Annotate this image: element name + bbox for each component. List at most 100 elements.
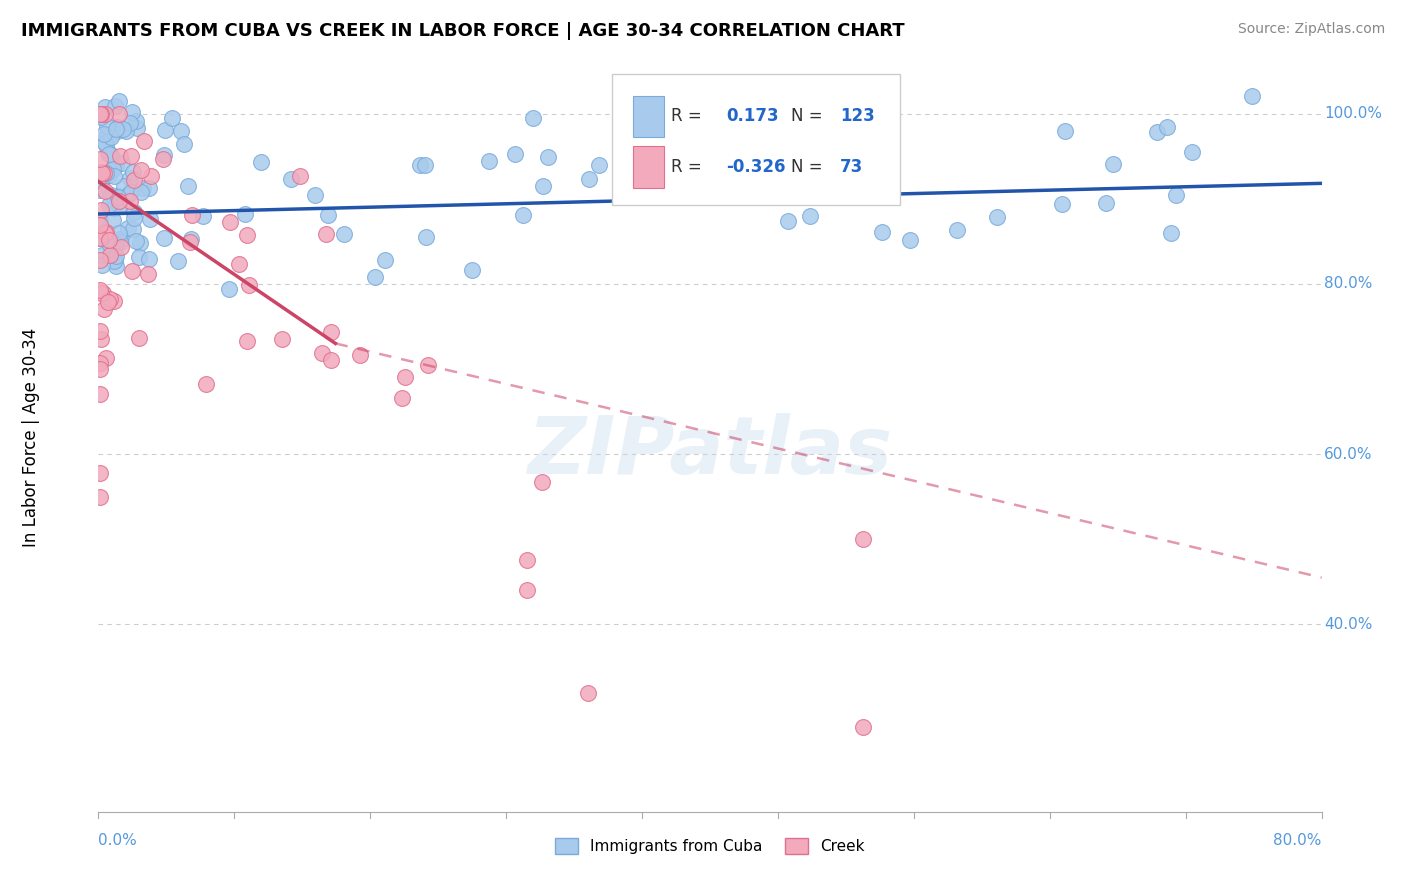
Point — [173, 137, 195, 152]
Point — [97, 168, 120, 182]
Point — [103, 293, 125, 308]
Point — [125, 121, 148, 136]
Point — [193, 209, 215, 223]
Point — [89, 218, 111, 232]
Point — [120, 194, 142, 209]
Legend: Immigrants from Cuba, Creek: Immigrants from Cuba, Creek — [548, 832, 872, 860]
Text: R =: R = — [671, 107, 707, 126]
Text: -0.326: -0.326 — [725, 158, 786, 176]
Point — [250, 155, 273, 169]
Point — [90, 285, 112, 300]
Point — [616, 161, 638, 175]
Point — [90, 111, 112, 125]
Point — [713, 177, 735, 191]
Point — [288, 169, 311, 184]
Point — [1102, 157, 1125, 171]
Point — [177, 179, 200, 194]
FancyBboxPatch shape — [633, 146, 664, 187]
Point — [89, 231, 111, 245]
Point — [97, 198, 120, 212]
Point — [100, 130, 122, 145]
Point — [110, 235, 132, 249]
Point — [107, 106, 129, 120]
Point — [91, 259, 114, 273]
Point — [118, 186, 141, 201]
Point — [270, 332, 292, 346]
Point — [1160, 226, 1182, 240]
Point — [89, 231, 111, 245]
FancyBboxPatch shape — [633, 96, 664, 137]
Point — [315, 227, 337, 242]
Text: 0.0%: 0.0% — [98, 833, 138, 848]
Point — [121, 264, 143, 278]
Point — [588, 158, 610, 172]
Point — [121, 105, 143, 120]
Point — [129, 162, 152, 177]
Point — [100, 238, 122, 252]
Point — [110, 149, 132, 163]
Point — [139, 211, 162, 226]
Point — [413, 158, 436, 172]
Point — [319, 326, 342, 340]
Point — [179, 235, 201, 250]
Point — [374, 253, 396, 268]
Point — [100, 147, 122, 161]
Point — [115, 124, 138, 138]
Point — [104, 158, 127, 172]
Point — [233, 207, 256, 221]
Point — [107, 189, 129, 203]
Text: 80.0%: 80.0% — [1274, 833, 1322, 848]
Point — [89, 152, 111, 166]
Point — [90, 332, 112, 346]
Point — [122, 204, 145, 219]
Point — [117, 220, 139, 235]
Point — [160, 111, 183, 125]
Point — [107, 94, 129, 108]
Point — [108, 226, 131, 240]
Point — [100, 128, 122, 142]
Point — [394, 370, 416, 384]
Point — [280, 172, 302, 186]
Point — [94, 225, 117, 239]
Point — [219, 215, 242, 229]
Point — [363, 269, 385, 284]
Point — [110, 240, 132, 254]
Point — [132, 134, 155, 148]
Text: ZIPatlas: ZIPatlas — [527, 413, 893, 491]
Point — [89, 253, 111, 268]
Point — [103, 202, 125, 216]
Point — [89, 490, 111, 504]
Point — [1156, 120, 1178, 135]
Point — [93, 136, 115, 150]
Point — [118, 170, 141, 185]
FancyBboxPatch shape — [612, 74, 900, 205]
Point — [89, 467, 111, 481]
Point — [89, 324, 111, 338]
Point — [167, 253, 190, 268]
Point — [228, 257, 250, 271]
Point — [418, 359, 440, 373]
Point — [129, 236, 152, 251]
Point — [478, 153, 501, 168]
Point — [304, 187, 326, 202]
Point — [408, 158, 430, 172]
Point — [89, 361, 111, 376]
Point — [218, 282, 240, 296]
Point — [673, 178, 696, 192]
Point — [89, 356, 111, 370]
Point — [122, 173, 145, 187]
Point — [138, 252, 160, 267]
Point — [94, 100, 117, 114]
Text: N =: N = — [790, 107, 828, 126]
Point — [94, 137, 117, 152]
Point — [105, 259, 128, 273]
Point — [90, 202, 112, 217]
Point — [125, 235, 148, 249]
Point — [104, 252, 127, 267]
Text: 80.0%: 80.0% — [1324, 277, 1372, 292]
Point — [104, 237, 127, 252]
Point — [194, 376, 217, 391]
Point — [107, 194, 129, 209]
Text: 40.0%: 40.0% — [1324, 617, 1372, 632]
Point — [90, 106, 112, 120]
